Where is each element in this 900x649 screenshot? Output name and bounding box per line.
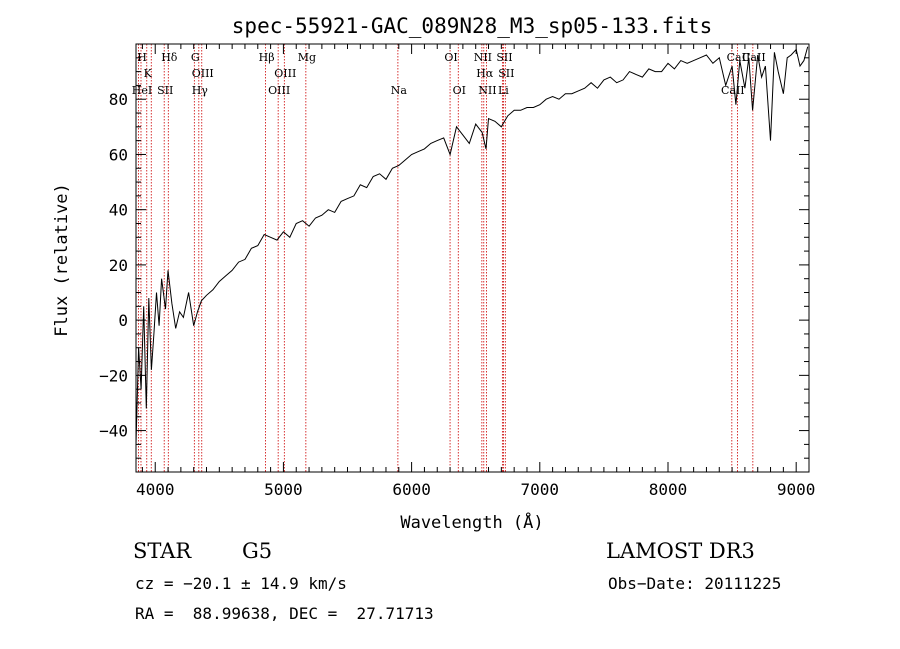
spectrum-line xyxy=(135,46,809,445)
tick-label: −20 xyxy=(99,366,128,385)
ra-dec-coordinates: RA = 88.99638, DEC = 27.71713 xyxy=(135,604,434,623)
y-axis-label: Flux (relative) xyxy=(52,183,72,337)
emission-line-label: OIII xyxy=(192,67,214,80)
tick-label: 9000 xyxy=(777,480,816,499)
emission-line-label: OI xyxy=(453,84,466,97)
tick-label: 4000 xyxy=(136,480,175,499)
emission-line-label: Hβ xyxy=(259,51,275,64)
emission-line-label: G xyxy=(191,51,200,64)
emission-line-label: Hδ xyxy=(161,51,178,64)
emission-line-label: NII xyxy=(478,84,496,97)
tick-label: 20 xyxy=(109,256,128,275)
emission-line-label: Li xyxy=(498,84,509,97)
plot-frame xyxy=(135,43,810,473)
survey-name: LAMOST DR3 xyxy=(606,539,755,563)
emission-line-label: CaII xyxy=(721,84,745,97)
emission-line-label: SII xyxy=(157,84,173,97)
observation-date: Obs−Date: 20111225 xyxy=(608,574,782,593)
emission-line-label: HeI xyxy=(132,84,152,97)
tick-label: 80 xyxy=(109,90,128,109)
tick-label: 6000 xyxy=(392,480,431,499)
emission-line-markers xyxy=(138,44,754,472)
chart-title: spec-55921-GAC_089N28_M3_sp05-133.fits xyxy=(232,14,712,38)
redshift-cz: cz = −20.1 ± 14.9 km/s xyxy=(135,574,347,593)
emission-line-label: SII xyxy=(498,67,514,80)
tick-label: 0 xyxy=(118,311,128,330)
tick-label: 5000 xyxy=(264,480,303,499)
emission-line-label: OIII xyxy=(274,67,296,80)
emission-line-label: OI xyxy=(444,51,457,64)
tick-label: −40 xyxy=(99,422,128,441)
emission-line-label: NII xyxy=(474,51,492,64)
object-class: STAR xyxy=(133,539,192,563)
emission-line-label: CaII xyxy=(727,51,751,64)
emission-line-label: K xyxy=(144,67,153,80)
emission-line-label: Hα xyxy=(476,67,494,80)
tick-label: 40 xyxy=(109,201,128,220)
emission-line-label: Na xyxy=(391,84,408,97)
axis-ticks: 4000 5000 6000 7000 8000 9000 −40 −20 0 20 40 60 80 xyxy=(99,43,816,499)
tick-label: 60 xyxy=(109,145,128,164)
emission-line-label: Hγ xyxy=(192,84,209,97)
emission-line-label: Mg xyxy=(298,51,316,64)
x-axis-label: Wavelength (Å) xyxy=(400,511,543,533)
emission-line-label: CaII xyxy=(742,51,766,64)
emission-line-label: SII xyxy=(496,51,512,64)
emission-line-label: OIII xyxy=(268,84,290,97)
tick-label: 7000 xyxy=(521,480,560,499)
object-subclass: G5 xyxy=(242,539,273,563)
emission-line-label: H xyxy=(137,51,147,64)
tick-label: 8000 xyxy=(649,480,688,499)
